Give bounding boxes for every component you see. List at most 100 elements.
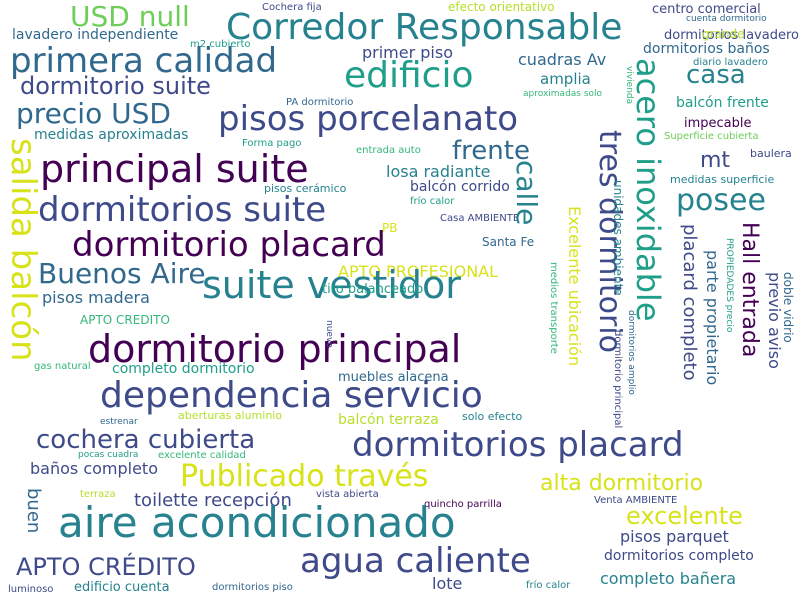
- cloud-word-vertical: dormitorios amplio: [626, 310, 636, 395]
- cloud-word: Casa AMBIENTE: [440, 213, 520, 224]
- cloud-word: balcón frente: [676, 95, 769, 111]
- cloud-word: PA dormitorio: [286, 97, 354, 108]
- cloud-word: dependencia servicio: [100, 375, 483, 416]
- cloud-word: baulera: [750, 147, 792, 160]
- cloud-word: completo dormitorio: [112, 361, 255, 377]
- cloud-word: cuadras Av: [518, 50, 607, 69]
- cloud-word: primera calidad: [10, 41, 278, 81]
- cloud-word: aberturas aluminio: [178, 409, 283, 422]
- cloud-word-vertical: salida balcón: [3, 138, 43, 362]
- cloud-word: losa radiante: [386, 162, 491, 181]
- cloud-word-vertical: parte propietario: [703, 250, 722, 386]
- cloud-word: Publicado través: [180, 459, 429, 494]
- cloud-word: pocas cuadra: [78, 450, 139, 460]
- cloud-word-vertical: previo aviso: [765, 272, 784, 369]
- cloud-word: pisos porcelanato: [218, 99, 519, 139]
- cloud-word: tiro balanceado: [322, 282, 424, 297]
- cloud-word: pisos parquet: [620, 527, 729, 546]
- cloud-word: suite vestidor: [202, 263, 461, 307]
- cloud-word: dormitorio suite: [20, 72, 211, 100]
- cloud-word: USD null: [70, 0, 190, 33]
- cloud-word: Venta AMBIENTE: [594, 495, 678, 506]
- cloud-word: gas natural: [34, 361, 91, 372]
- cloud-word: alta dormitorio: [540, 471, 704, 496]
- cloud-word: dormitorios baños: [643, 41, 770, 57]
- cloud-word: aproximadas solo: [523, 89, 603, 99]
- cloud-word: muebles alacena: [338, 370, 449, 385]
- cloud-word: lote: [432, 574, 463, 593]
- cloud-word: pisos madera: [42, 288, 150, 307]
- cloud-word: Buenos Aire: [38, 257, 206, 290]
- cloud-word: APTO CRÉDITO: [16, 553, 196, 581]
- cloud-word: Forma pago: [242, 138, 302, 149]
- cloud-word: cochera cubierta: [36, 425, 256, 455]
- cloud-word-vertical: medios transporte: [548, 262, 559, 354]
- cloud-word: casa: [686, 60, 746, 90]
- cloud-word: Cochera fija: [262, 2, 322, 13]
- cloud-word-vertical: Excelente ubicación: [565, 206, 584, 367]
- cloud-word: edificio cuenta: [74, 580, 170, 595]
- cloud-word: toilette recepción: [134, 490, 292, 511]
- cloud-word: grande: [702, 27, 745, 41]
- cloud-word: lavadero independiente: [12, 27, 179, 43]
- cloud-word: precio USD: [16, 97, 171, 130]
- cloud-word: edificio: [344, 55, 474, 96]
- cloud-word: principal suite: [40, 147, 309, 191]
- cloud-word: frente: [452, 136, 530, 166]
- cloud-word-vertical: Hall entrada: [737, 222, 762, 358]
- cloud-word: efecto orientativo: [448, 0, 555, 14]
- cloud-word: APTO PROFESIONAL: [338, 262, 499, 281]
- cloud-word: primer piso: [362, 43, 453, 62]
- cloud-word: aire acondicionado: [58, 498, 456, 547]
- cloud-word: cuenta dormitorio: [686, 14, 767, 24]
- cloud-word: balcón corrido: [410, 179, 510, 195]
- cloud-word: APTO CREDITO: [80, 313, 170, 327]
- cloud-word: dormitorio principal: [88, 327, 462, 371]
- cloud-word: m2 cubierto: [190, 39, 251, 50]
- cloud-word: solo efecto: [462, 410, 523, 423]
- cloud-word-vertical: dormitorio principal: [612, 330, 623, 429]
- cloud-word: dormitorios placard: [352, 425, 684, 465]
- cloud-word-vertical: vivienda: [624, 66, 634, 105]
- cloud-word: frío calor: [410, 196, 455, 207]
- cloud-word: centro comercial: [652, 2, 761, 17]
- cloud-word: luminoso: [8, 584, 54, 595]
- cloud-word-vertical: doble vidrio: [781, 272, 795, 343]
- cloud-word: amplia: [540, 70, 591, 88]
- cloud-word: completo bañera: [600, 569, 737, 588]
- cloud-word: dormitorios piso: [212, 582, 293, 593]
- cloud-word: mt: [700, 148, 731, 173]
- cloud-word: Corredor Responsable: [226, 7, 623, 48]
- cloud-word: baños completo: [30, 459, 158, 478]
- cloud-word-vertical: calle: [510, 160, 543, 226]
- cloud-word-vertical: buen: [23, 488, 44, 534]
- cloud-word: PB: [382, 221, 398, 235]
- cloud-word-vertical: tres dormitorio: [592, 130, 627, 353]
- cloud-word-vertical: placard completo: [679, 224, 700, 381]
- cloud-word: agua caliente: [300, 541, 531, 581]
- cloud-word: posee: [676, 183, 766, 218]
- cloud-word: dormitorios lavadero: [664, 28, 799, 43]
- cloud-word-vertical: nuevo: [324, 320, 334, 348]
- cloud-word: terraza: [80, 489, 116, 500]
- cloud-word: dormitorios completo: [604, 548, 754, 564]
- cloud-word: pisos cerámico: [264, 182, 347, 195]
- cloud-word: vista abierta: [316, 489, 379, 500]
- cloud-word: dormitorios suite: [38, 190, 327, 230]
- cloud-word: impecable: [684, 116, 752, 131]
- cloud-word: excelente: [626, 502, 743, 530]
- cloud-word-vertical: acero inoxidable: [629, 58, 667, 322]
- cloud-word: balcón terraza: [338, 412, 439, 428]
- cloud-word-vertical: unidades ambiente: [611, 180, 625, 296]
- cloud-word: dormitorio placard: [72, 225, 386, 265]
- cloud-word: entrada auto: [356, 145, 421, 156]
- cloud-word: medidas superficie: [670, 173, 775, 186]
- cloud-word: frío calor: [526, 580, 571, 591]
- cloud-word: Superficie cubierta: [664, 131, 759, 142]
- cloud-word: medidas aproximadas: [34, 127, 189, 143]
- cloud-word: Santa Fe: [482, 235, 535, 249]
- cloud-word: estrenar: [100, 417, 138, 427]
- cloud-word: excelente calidad: [158, 450, 246, 461]
- cloud-word-vertical: PROPIEDADES precio: [724, 238, 734, 333]
